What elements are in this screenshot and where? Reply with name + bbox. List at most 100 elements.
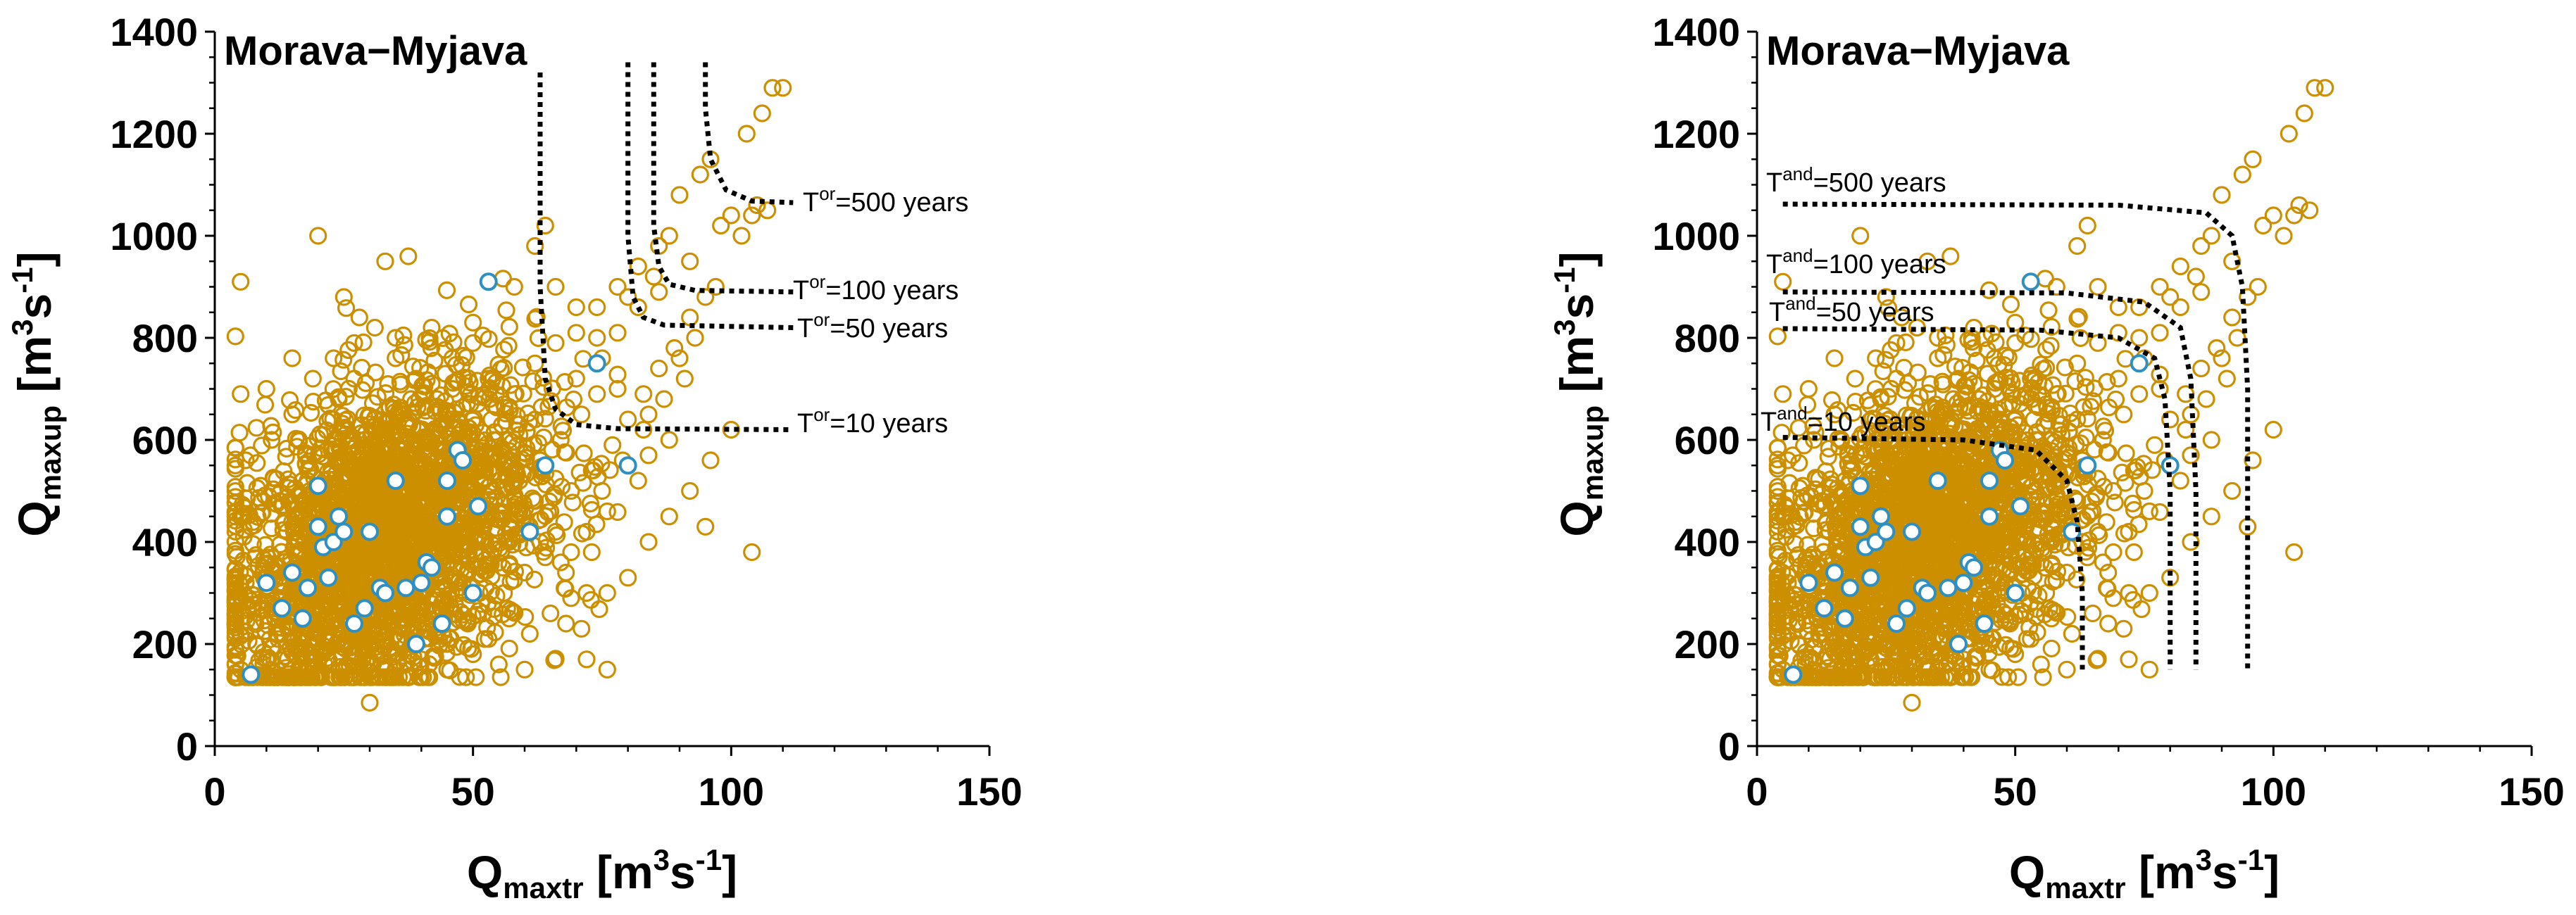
- simulated-point: [423, 318, 441, 337]
- simulated-point: [307, 595, 325, 614]
- y-axis-label-left: Qmaxup [m3s-1]: [6, 251, 67, 536]
- simulated-point: [274, 514, 292, 532]
- simulated-point: [283, 349, 301, 367]
- simulated-point: [696, 288, 715, 306]
- simulated-point: [232, 272, 250, 291]
- simulated-point: [563, 493, 582, 512]
- simulated-point: [546, 334, 565, 352]
- simulated-point: [263, 431, 281, 449]
- simulated-point: [365, 318, 384, 337]
- simulated-point: [505, 487, 524, 506]
- simulated-point: [226, 450, 244, 469]
- simulated-point: [325, 349, 343, 367]
- simulated-point: [542, 604, 560, 623]
- simulated-point: [334, 593, 352, 612]
- observed-point: [242, 665, 261, 684]
- y-tick-label: 200: [132, 622, 198, 667]
- simulated-point: [353, 358, 371, 377]
- simulated-point: [502, 519, 520, 537]
- simulated-point: [480, 630, 498, 648]
- simulated-point: [257, 594, 275, 612]
- simulated-point: [557, 614, 575, 633]
- simulated-point: [384, 668, 402, 686]
- simulated-point: [478, 556, 496, 574]
- simulated-point: [743, 206, 761, 225]
- simulated-point: [608, 503, 627, 522]
- simulated-point: [304, 599, 322, 617]
- simulated-point: [440, 324, 458, 343]
- simulated-point: [2039, 301, 2058, 320]
- simulated-point: [598, 660, 616, 679]
- simulated-point: [226, 438, 244, 457]
- simulated-point: [526, 410, 544, 429]
- simulated-point: [474, 604, 492, 623]
- simulated-point: [371, 502, 389, 521]
- observed-point: [438, 507, 456, 526]
- simulated-point: [660, 507, 678, 526]
- simulated-point: [340, 538, 358, 556]
- simulated-point: [588, 298, 606, 317]
- x-axis-label-left: Qmaxtr [m3s-1]: [467, 843, 737, 904]
- simulated-point: [288, 438, 306, 456]
- annotation-tor-500: Tor=500 years: [803, 183, 968, 217]
- simulated-point: [459, 295, 478, 314]
- simulated-point: [253, 436, 271, 455]
- simulated-point: [242, 517, 260, 536]
- simulated-point: [332, 362, 350, 381]
- simulated-point: [226, 571, 244, 589]
- simulated-point: [577, 650, 596, 669]
- simulated-point: [506, 495, 525, 514]
- simulated-point: [294, 472, 312, 490]
- simulated-point: [492, 668, 510, 686]
- simulated-point: [608, 324, 627, 342]
- simulated-point: [350, 308, 368, 327]
- simulated-point: [487, 510, 506, 529]
- simulated-point: [443, 349, 461, 367]
- simulated-point: [348, 569, 366, 588]
- simulated-point: [325, 430, 344, 448]
- simulated-point: [526, 354, 544, 372]
- simulated-point: [706, 277, 725, 296]
- simulated-point: [257, 650, 275, 669]
- simulated-point: [619, 569, 637, 587]
- simulated-point: [418, 441, 436, 460]
- simulated-point: [582, 543, 601, 562]
- simulated-point: [252, 492, 270, 510]
- simulated-point: [526, 236, 544, 255]
- simulated-point: [299, 461, 317, 480]
- simulated-point: [256, 396, 275, 414]
- simulated-point: [513, 358, 532, 377]
- simulated-point: [546, 469, 565, 488]
- simulated-point: [555, 513, 573, 531]
- simulated-point: [304, 370, 322, 388]
- simulated-point: [1896, 333, 1915, 351]
- observed-point: [469, 497, 487, 516]
- simulated-point: [526, 492, 544, 510]
- simulated-point: [520, 624, 539, 643]
- simulated-point: [336, 420, 354, 438]
- simulated-point: [376, 252, 394, 270]
- simulated-point: [377, 422, 396, 440]
- simulated-point: [356, 632, 375, 651]
- simulated-point: [506, 562, 525, 581]
- simulated-point: [237, 574, 255, 592]
- simulated-point: [500, 533, 518, 551]
- simulated-point: [492, 360, 510, 379]
- simulated-point: [515, 563, 534, 582]
- simulated-point: [608, 277, 627, 296]
- simulated-point: [283, 660, 301, 679]
- simulated-point: [629, 298, 647, 317]
- simulated-point: [570, 463, 589, 481]
- simulated-point: [418, 619, 436, 638]
- return-period-curve-50: [625, 62, 794, 330]
- observed-point: [330, 507, 348, 526]
- simulated-point: [505, 277, 523, 296]
- chart-title-left: Morava−Myjava: [224, 28, 527, 74]
- simulated-point: [408, 502, 427, 520]
- simulated-point: [588, 385, 606, 403]
- simulated-point: [300, 452, 318, 470]
- simulated-point: [248, 454, 266, 472]
- observed-point: [618, 456, 637, 475]
- simulated-point: [420, 329, 439, 348]
